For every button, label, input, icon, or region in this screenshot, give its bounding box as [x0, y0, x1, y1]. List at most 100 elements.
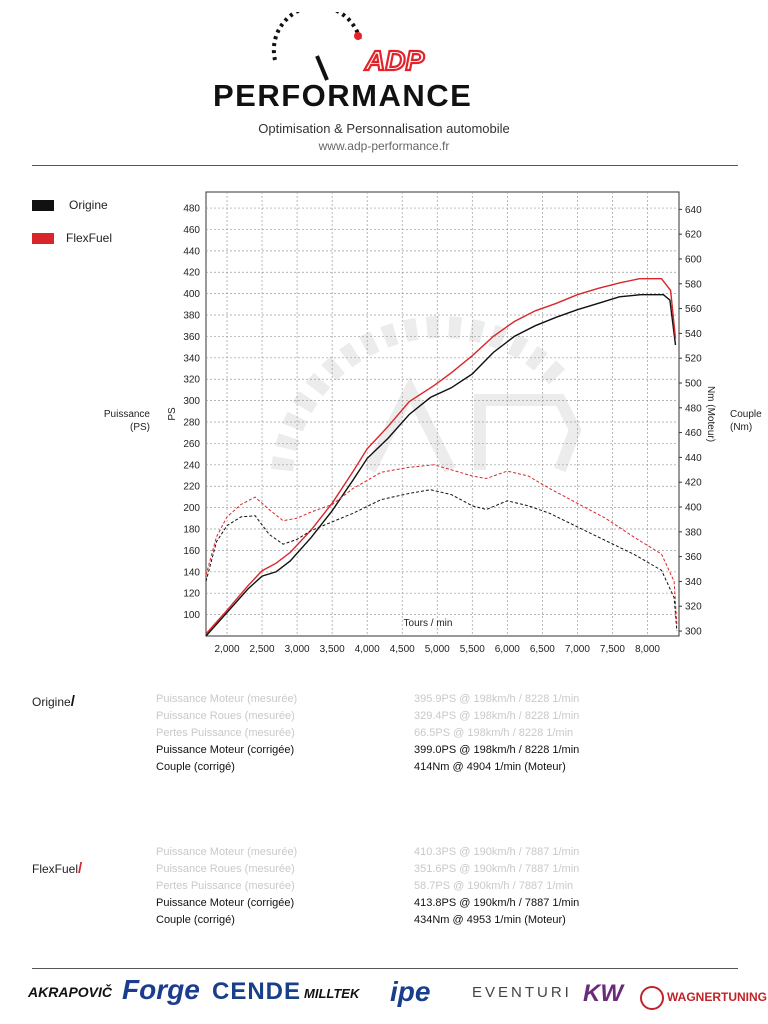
- partner-logo-forge: Forge: [122, 974, 200, 1005]
- y-left-tick-label: 440: [183, 246, 200, 257]
- partner-logo-akrapovic: AKRAPOVIČ: [28, 984, 113, 1000]
- result-value: 410.3PS @ 190km/h / 7887 1/min: [414, 846, 580, 858]
- result-label: Pertes Puissance (mesurée): [156, 880, 295, 892]
- x-tick-label: 7,500: [600, 644, 625, 655]
- partner-logos: AKRAPOVIČ Forge CENDE MILLTEK ipe EVENTU…: [28, 974, 767, 1018]
- result-label: Puissance Roues (mesurée): [156, 710, 295, 722]
- y-right-tick-label: 560: [685, 304, 702, 315]
- partner-logo-eventuri: EVENTURI: [472, 984, 572, 1001]
- brand-top: ADP: [364, 45, 424, 76]
- series-line-origine-puissance: [205, 294, 677, 637]
- y-right-tick-label: 520: [685, 354, 702, 365]
- partner-logo-kw: KW: [583, 980, 623, 1007]
- y-left-tick-label: 400: [183, 289, 200, 300]
- results-title-flexfuel: FlexFuel/: [32, 860, 83, 877]
- partner-logo-milltek: MILLTEK: [304, 986, 360, 1001]
- legend-label-origine: Origine: [69, 198, 108, 212]
- brand-bottom: PERFORMANCE: [213, 78, 472, 112]
- y-left-tick-label: 280: [183, 418, 200, 429]
- x-tick-label: 4,500: [390, 644, 415, 655]
- y-axis-left-label: PS: [167, 407, 178, 421]
- header-divider: [32, 165, 738, 166]
- tagline: Optimisation & Personnalisation automobi…: [258, 121, 510, 136]
- y-right-tick-label: 300: [685, 627, 702, 638]
- x-tick-label: 2,500: [250, 644, 275, 655]
- result-label: Puissance Moteur (mesurée): [156, 846, 298, 858]
- y-left-tick-label: 480: [183, 204, 200, 215]
- result-value: 399.0PS @ 198km/h / 8228 1/min: [414, 744, 580, 756]
- y-left-tick-label: 200: [183, 503, 200, 514]
- grid: [206, 192, 679, 636]
- x-tick-label: 4,000: [355, 644, 380, 655]
- y-right-tick-label: 360: [685, 552, 702, 563]
- torque-axis-title: Couple (Nm): [730, 409, 762, 433]
- speedometer-icon: [271, 12, 362, 81]
- x-tick-label: 6,500: [530, 644, 555, 655]
- y-right-tick-label: 400: [685, 503, 702, 514]
- results-title-origine: Origine/: [32, 693, 75, 710]
- y-right-tick-label: 440: [685, 453, 702, 464]
- x-tick-label: 7,000: [565, 644, 590, 655]
- y-left-tick-label: 320: [183, 375, 200, 386]
- y-left-tick-label: 380: [183, 311, 200, 322]
- y-axis-right-label: Nm (Moteur): [705, 386, 716, 442]
- result-value: 395.9PS @ 198km/h / 8228 1/min: [414, 693, 580, 705]
- partner-logo-cende: CENDE: [212, 978, 302, 1005]
- legend-swatch-origine: [32, 200, 54, 211]
- y-left-tick-label: 240: [183, 460, 200, 471]
- y-right-tick-label: 500: [685, 378, 702, 389]
- y-right-tick-label: 420: [685, 478, 702, 489]
- y-left-tick-label: 420: [183, 268, 200, 279]
- series-line-flexfuel-couple: [205, 464, 678, 625]
- y-right-tick-label: 340: [685, 577, 702, 588]
- y-right-tick-label: 540: [685, 329, 702, 340]
- result-value: 413.8PS @ 190km/h / 7887 1/min: [414, 897, 580, 909]
- y-left-tick-label: 260: [183, 439, 200, 450]
- y-left-tick-label: 460: [183, 225, 200, 236]
- adp-performance-logo: ADP PERFORMANCE: [213, 12, 472, 112]
- x-axis-label: Tours / min: [404, 618, 453, 629]
- x-tick-label: 3,500: [320, 644, 345, 655]
- y-left-tick-label: 340: [183, 353, 200, 364]
- result-label: Pertes Puissance (mesurée): [156, 727, 295, 739]
- result-value: 351.6PS @ 190km/h / 7887 1/min: [414, 863, 580, 875]
- tick-labels: 2,000 2,500 3,000 3,500 4,000 4,500 5,000 5,500…: [183, 204, 702, 655]
- y-left-tick-label: 120: [183, 589, 200, 600]
- y-right-tick-label: 620: [685, 230, 702, 241]
- y-right-tick-label: 320: [685, 602, 702, 613]
- result-label: Puissance Moteur (mesurée): [156, 693, 298, 705]
- x-tick-label: 6,000: [495, 644, 520, 655]
- partner-logo-ipe: ipe: [390, 976, 431, 1007]
- footer-divider: [32, 968, 738, 969]
- result-label: Puissance Moteur (corrigée): [156, 744, 295, 756]
- y-left-tick-label: 160: [183, 546, 200, 557]
- series-line-flexfuel-puissance: [205, 278, 677, 635]
- result-value: 58.7PS @ 190km/h / 7887 1/min: [414, 880, 574, 892]
- y-left-tick-label: 100: [183, 610, 200, 621]
- x-tick-label: 3,000: [285, 644, 310, 655]
- result-value: 329.4PS @ 198km/h / 8228 1/min: [414, 710, 580, 722]
- result-label: Puissance Roues (mesurée): [156, 863, 295, 875]
- y-right-tick-label: 580: [685, 279, 702, 290]
- plot-area: [205, 191, 680, 637]
- y-left-tick-label: 140: [183, 567, 200, 578]
- power-axis-title: Puissance (PS): [103, 409, 150, 433]
- y-right-tick-label: 480: [685, 403, 702, 414]
- y-left-tick-label: 180: [183, 525, 200, 536]
- result-label: Couple (corrigé): [156, 761, 235, 773]
- y-right-tick-label: 600: [685, 254, 702, 265]
- x-tick-label: 2,000: [215, 644, 240, 655]
- series-line-origine-couple: [205, 489, 678, 632]
- x-tick-label: 5,500: [460, 644, 485, 655]
- y-right-tick-label: 640: [685, 205, 702, 216]
- legend-swatch-flexfuel: [32, 233, 54, 244]
- result-value: 414Nm @ 4904 1/min (Moteur): [414, 761, 566, 773]
- y-left-tick-label: 220: [183, 482, 200, 493]
- website-url: www.adp-performance.fr: [318, 139, 450, 153]
- result-value: 66.5PS @ 198km/h / 8228 1/min: [414, 727, 574, 739]
- partner-logo-wagnertuning: WAGNERTUNING: [640, 986, 767, 1010]
- y-left-tick-label: 300: [183, 396, 200, 407]
- result-label: Puissance Moteur (corrigée): [156, 897, 295, 909]
- x-tick-label: 5,000: [425, 644, 450, 655]
